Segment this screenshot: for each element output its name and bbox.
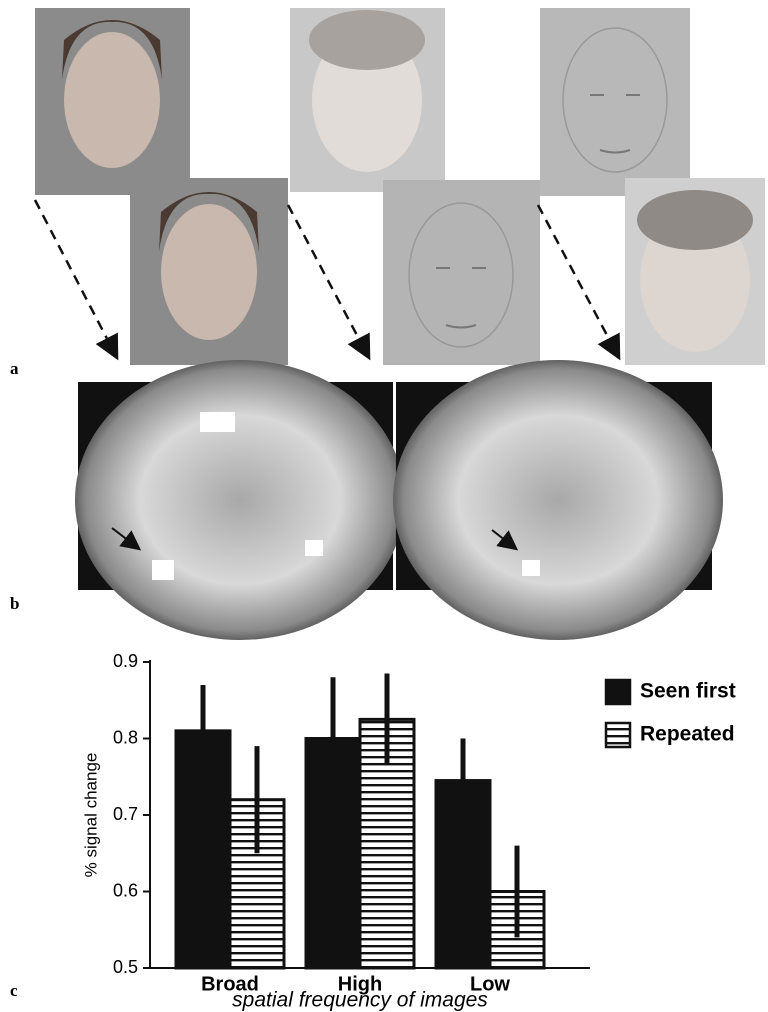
y-axis-title: % signal change <box>81 753 100 878</box>
panel-label: a <box>10 359 19 378</box>
face-broad-2 <box>130 178 288 365</box>
face-broad-1 <box>35 8 190 195</box>
legend-swatch <box>606 680 630 704</box>
y-tick-label: 0.5 <box>113 957 138 977</box>
face-low-1 <box>290 8 445 192</box>
panel-label: b <box>10 594 19 613</box>
legend-label: Repeated <box>640 723 735 746</box>
figure: a b c % signal change spatial frequency … <box>0 0 768 1012</box>
face-high-2 <box>383 180 540 365</box>
brain-scans <box>75 360 723 640</box>
legend-label: Seen first <box>640 680 736 703</box>
y-tick-label: 0.8 <box>113 727 138 747</box>
legend-swatch <box>606 723 630 747</box>
face-high-1 <box>540 8 690 196</box>
y-tick-label: 0.9 <box>113 651 138 671</box>
face-low-2 <box>625 178 765 365</box>
y-tick-label: 0.6 <box>113 880 138 900</box>
x-tick-label: High <box>338 973 382 995</box>
x-tick-label: Broad <box>201 973 259 995</box>
y-tick-label: 0.7 <box>113 804 138 824</box>
x-tick-label: Low <box>470 973 510 995</box>
face-images <box>35 8 765 365</box>
panel-label: c <box>10 981 18 1000</box>
